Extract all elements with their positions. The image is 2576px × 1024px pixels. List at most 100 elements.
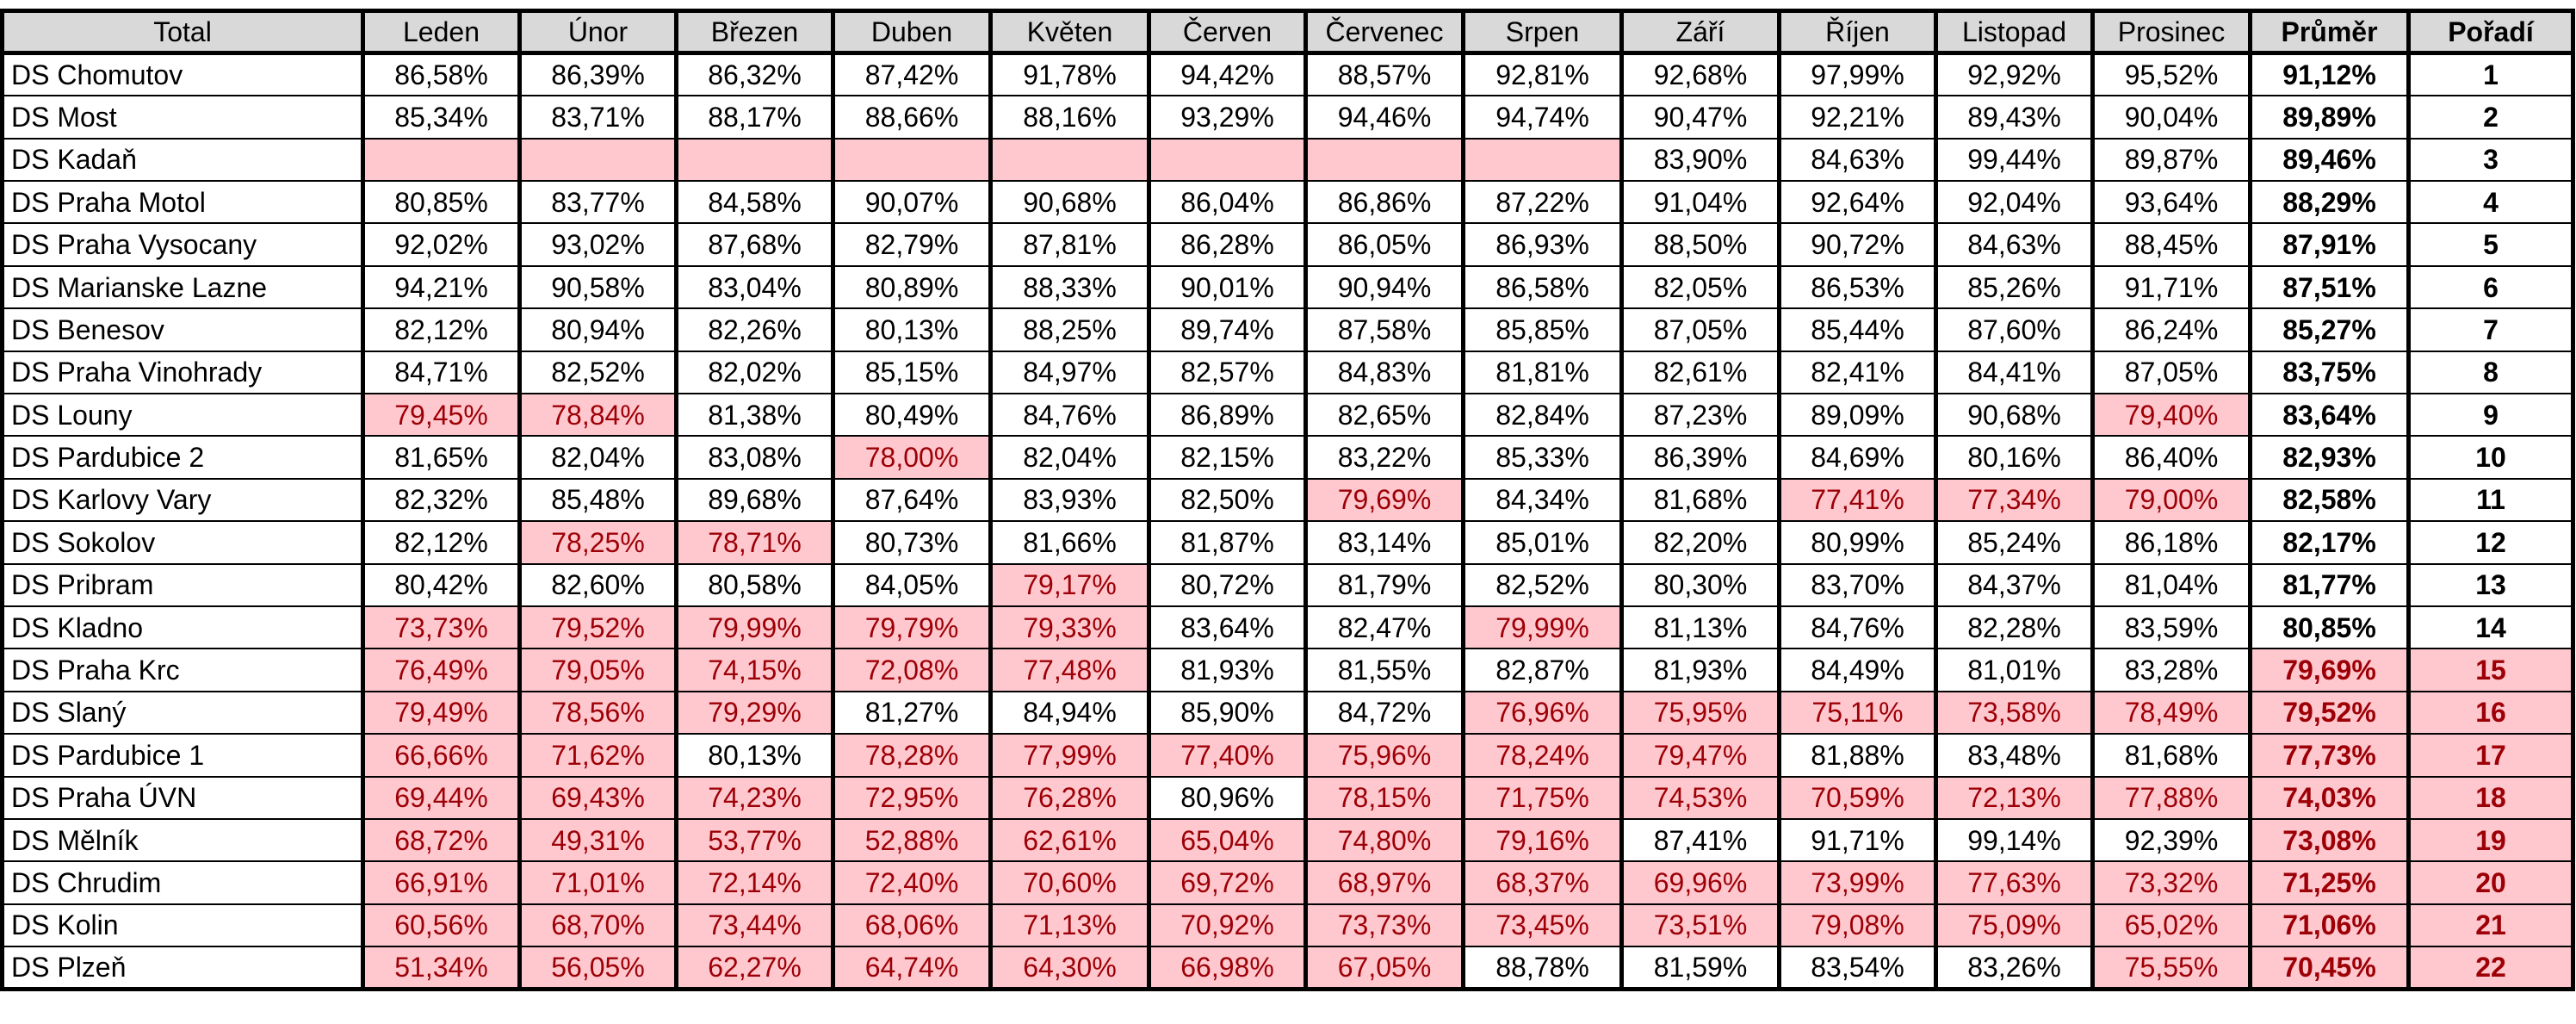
month-value-cell[interactable]: 79,40% xyxy=(2090,393,2252,438)
month-value-cell[interactable]: 82,47% xyxy=(1303,605,1465,650)
month-value-cell[interactable]: 84,83% xyxy=(1303,350,1465,395)
month-value-cell[interactable]: 87,68% xyxy=(674,222,835,267)
month-value-cell[interactable]: 86,24% xyxy=(2090,307,2252,352)
rank-cell[interactable]: 21 xyxy=(2406,903,2575,948)
month-value-cell[interactable] xyxy=(988,137,1151,183)
month-value-cell[interactable]: 80,94% xyxy=(517,307,678,352)
month-value-cell[interactable]: 81,87% xyxy=(1147,520,1308,565)
month-value-cell[interactable]: 92,64% xyxy=(1777,180,1938,225)
month-value-cell[interactable]: 64,74% xyxy=(831,946,993,992)
month-value-cell[interactable]: 79,49% xyxy=(361,690,522,735)
average-cell[interactable]: 77,73% xyxy=(2248,733,2411,778)
month-value-cell[interactable]: 73,73% xyxy=(1303,903,1465,948)
month-value-cell[interactable] xyxy=(1147,137,1308,183)
header-cell-leden[interactable]: Leden xyxy=(361,8,522,56)
month-value-cell[interactable]: 85,15% xyxy=(831,350,993,395)
average-cell[interactable]: 87,91% xyxy=(2248,222,2411,267)
month-value-cell[interactable]: 81,93% xyxy=(1619,648,1781,692)
header-cell-unor[interactable]: Únor xyxy=(517,8,678,56)
month-value-cell[interactable]: 86,39% xyxy=(517,52,678,97)
header-cell-total[interactable]: Total xyxy=(0,8,365,56)
month-value-cell[interactable]: 86,53% xyxy=(1777,264,1938,310)
month-value-cell[interactable]: 71,13% xyxy=(988,903,1151,948)
month-value-cell[interactable]: 56,05% xyxy=(517,946,678,992)
month-value-cell[interactable]: 80,73% xyxy=(831,520,993,565)
month-value-cell[interactable]: 69,72% xyxy=(1147,860,1308,905)
rank-cell[interactable]: 8 xyxy=(2406,350,2575,395)
month-value-cell[interactable]: 85,26% xyxy=(1934,264,2095,310)
month-value-cell[interactable]: 87,81% xyxy=(988,222,1151,267)
header-cell-zari[interactable]: Září xyxy=(1619,8,1781,56)
month-value-cell[interactable]: 79,45% xyxy=(361,393,522,438)
month-value-cell[interactable]: 83,14% xyxy=(1303,520,1465,565)
month-value-cell[interactable]: 82,28% xyxy=(1934,605,2095,650)
average-cell[interactable]: 89,89% xyxy=(2248,95,2411,140)
month-value-cell[interactable]: 86,05% xyxy=(1303,222,1465,267)
average-cell[interactable]: 79,52% xyxy=(2248,690,2411,735)
month-value-cell[interactable]: 92,92% xyxy=(1934,52,2095,97)
month-value-cell[interactable]: 81,81% xyxy=(1461,350,1624,395)
month-value-cell[interactable]: 90,04% xyxy=(2090,95,2252,140)
month-value-cell[interactable]: 88,50% xyxy=(1619,222,1781,267)
month-value-cell[interactable]: 88,66% xyxy=(831,95,993,140)
row-name-cell[interactable]: DS Pardubice 1 xyxy=(0,733,365,778)
month-value-cell[interactable]: 81,01% xyxy=(1934,648,2095,692)
month-value-cell[interactable]: 62,27% xyxy=(674,946,835,992)
month-value-cell[interactable]: 68,37% xyxy=(1461,860,1624,905)
month-value-cell[interactable]: 93,02% xyxy=(517,222,678,267)
month-value-cell[interactable]: 77,41% xyxy=(1777,477,1938,523)
month-value-cell[interactable]: 90,94% xyxy=(1303,264,1465,310)
month-value-cell[interactable]: 51,34% xyxy=(361,946,522,992)
average-cell[interactable]: 71,06% xyxy=(2248,903,2411,948)
month-value-cell[interactable]: 87,58% xyxy=(1303,307,1465,352)
month-value-cell[interactable]: 82,15% xyxy=(1147,435,1308,480)
month-value-cell[interactable]: 81,04% xyxy=(2090,562,2252,607)
month-value-cell[interactable]: 82,02% xyxy=(674,350,835,395)
month-value-cell[interactable]: 91,71% xyxy=(1777,817,1938,863)
month-value-cell[interactable]: 78,28% xyxy=(831,733,993,778)
month-value-cell[interactable]: 73,73% xyxy=(361,605,522,650)
month-value-cell[interactable]: 87,05% xyxy=(2090,350,2252,395)
month-value-cell[interactable]: 88,17% xyxy=(674,95,835,140)
month-value-cell[interactable]: 86,40% xyxy=(2090,435,2252,480)
month-value-cell[interactable]: 82,61% xyxy=(1619,350,1781,395)
average-cell[interactable]: 82,17% xyxy=(2248,520,2411,565)
header-cell-cerven[interactable]: Červen xyxy=(1147,8,1308,56)
average-cell[interactable]: 79,69% xyxy=(2248,648,2411,692)
month-value-cell[interactable]: 83,71% xyxy=(517,95,678,140)
month-value-cell[interactable]: 87,23% xyxy=(1619,393,1781,438)
rank-cell[interactable]: 15 xyxy=(2406,648,2575,692)
month-value-cell[interactable]: 88,16% xyxy=(988,95,1151,140)
month-value-cell[interactable]: 69,44% xyxy=(361,775,522,820)
month-value-cell[interactable]: 92,68% xyxy=(1619,52,1781,97)
rank-cell[interactable]: 14 xyxy=(2406,605,2575,650)
month-value-cell[interactable]: 81,59% xyxy=(1619,946,1781,992)
month-value-cell[interactable]: 79,52% xyxy=(517,605,678,650)
month-value-cell[interactable]: 93,29% xyxy=(1147,95,1308,140)
month-value-cell[interactable]: 76,49% xyxy=(361,648,522,692)
row-name-cell[interactable]: DS Praha Krc xyxy=(0,648,365,692)
month-value-cell[interactable]: 85,24% xyxy=(1934,520,2095,565)
month-value-cell[interactable]: 79,00% xyxy=(2090,477,2252,523)
month-value-cell[interactable]: 94,42% xyxy=(1147,52,1308,97)
month-value-cell[interactable]: 85,90% xyxy=(1147,690,1308,735)
month-value-cell[interactable]: 94,46% xyxy=(1303,95,1465,140)
month-value-cell[interactable]: 62,61% xyxy=(988,817,1151,863)
month-value-cell[interactable]: 82,84% xyxy=(1461,393,1624,438)
month-value-cell[interactable]: 81,88% xyxy=(1777,733,1938,778)
month-value-cell[interactable]: 82,52% xyxy=(1461,562,1624,607)
row-name-cell[interactable]: DS Chomutov xyxy=(0,52,365,97)
month-value-cell[interactable]: 89,68% xyxy=(674,477,835,523)
month-value-cell[interactable]: 86,28% xyxy=(1147,222,1308,267)
average-cell[interactable]: 71,25% xyxy=(2248,860,2411,905)
rank-cell[interactable]: 16 xyxy=(2406,690,2575,735)
month-value-cell[interactable]: 77,99% xyxy=(988,733,1151,778)
rank-cell[interactable]: 22 xyxy=(2406,946,2575,992)
month-value-cell[interactable]: 72,13% xyxy=(1934,775,2095,820)
month-value-cell[interactable]: 73,99% xyxy=(1777,860,1938,905)
month-value-cell[interactable]: 81,13% xyxy=(1619,605,1781,650)
month-value-cell[interactable]: 84,94% xyxy=(988,690,1151,735)
month-value-cell[interactable]: 69,96% xyxy=(1619,860,1781,905)
month-value-cell[interactable]: 66,98% xyxy=(1147,946,1308,992)
month-value-cell[interactable]: 94,21% xyxy=(361,264,522,310)
